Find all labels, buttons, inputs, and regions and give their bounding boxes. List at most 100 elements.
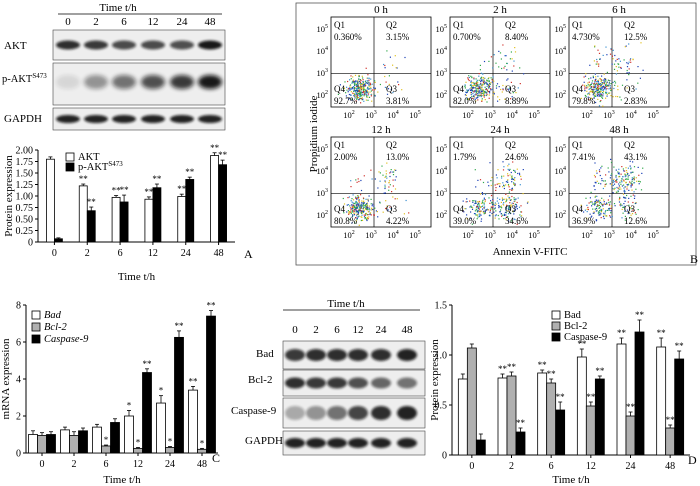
- y-log-tick: 105: [436, 24, 448, 34]
- event-dot: [356, 207, 358, 209]
- event-dot: [598, 82, 600, 84]
- event-dot: [514, 171, 516, 173]
- quadrant-name: Q1: [572, 140, 583, 150]
- event-dot: [477, 88, 479, 90]
- event-dot: [511, 187, 513, 189]
- event-dot: [605, 80, 607, 82]
- blot-band: [56, 75, 80, 89]
- event-dot: [484, 91, 486, 93]
- event-dot: [364, 81, 366, 83]
- event-dot: [610, 83, 612, 85]
- event-dot: [483, 198, 485, 200]
- event-dot: [354, 84, 356, 86]
- tick-exponent: 3: [374, 110, 377, 116]
- event-dot: [595, 195, 597, 197]
- event-dot: [364, 218, 366, 220]
- blot-band: [397, 438, 417, 448]
- event-dot: [513, 197, 515, 199]
- event-dot: [492, 183, 494, 185]
- event-dot: [511, 96, 513, 98]
- event-dot: [470, 75, 472, 77]
- event-dot: [513, 65, 515, 67]
- event-dot: [602, 216, 605, 218]
- event-dot: [368, 207, 370, 209]
- event-dot: [405, 199, 407, 202]
- tick-exponent: 5: [656, 110, 659, 116]
- event-dot: [511, 178, 513, 180]
- event-dot: [352, 214, 354, 216]
- bar-p-akt: [152, 187, 162, 243]
- event-dot: [635, 88, 637, 90]
- event-dot: [605, 203, 607, 205]
- event-dot: [596, 58, 598, 61]
- quadrant-percent-q3: 2.83%: [624, 96, 648, 106]
- event-dot: [513, 183, 515, 185]
- event-dot: [603, 87, 605, 89]
- event-dot: [598, 52, 601, 54]
- event-dot: [603, 79, 605, 81]
- event-dot: [379, 202, 381, 204]
- event-dot: [598, 201, 600, 203]
- event-dot: [590, 216, 592, 218]
- event-dot: [356, 205, 358, 207]
- event-dot: [617, 191, 619, 193]
- event-dot: [597, 201, 599, 203]
- x-log-tick: 105: [409, 110, 421, 120]
- quadrant-percent-q1: 2.00%: [334, 152, 358, 162]
- event-dot: [589, 84, 591, 86]
- quadrant-name: Q3: [624, 84, 635, 94]
- event-dot: [486, 85, 488, 87]
- event-dot: [595, 202, 597, 204]
- event-dot: [515, 92, 517, 94]
- event-dot: [367, 81, 369, 83]
- event-dot: [476, 209, 478, 211]
- event-dot: [623, 203, 625, 205]
- legend-label: Bad: [44, 310, 62, 321]
- event-dot: [604, 211, 606, 213]
- event-dot: [603, 86, 605, 88]
- event-dot: [359, 206, 361, 208]
- event-dot: [384, 192, 386, 194]
- event-dot: [505, 219, 507, 221]
- event-dot: [498, 207, 500, 209]
- event-dot: [475, 86, 477, 88]
- event-dot: [502, 161, 504, 163]
- event-dot: [487, 209, 489, 211]
- time-label: 6: [121, 16, 127, 28]
- event-dot: [595, 89, 598, 91]
- event-dot: [610, 88, 612, 90]
- event-dot: [513, 198, 515, 201]
- event-dot: [591, 88, 593, 91]
- blot-band: [56, 115, 80, 123]
- event-dot: [479, 210, 481, 212]
- event-dot: [635, 177, 637, 179]
- blot-band: [84, 75, 108, 89]
- event-dot: [627, 173, 629, 175]
- event-dot: [602, 187, 604, 190]
- panel-b-frame: [295, 2, 697, 266]
- event-dot: [489, 202, 491, 204]
- event-dot: [595, 95, 597, 97]
- event-dot: [631, 189, 633, 191]
- significance-mark: **: [675, 341, 685, 351]
- event-dot: [603, 180, 605, 182]
- event-dot: [599, 58, 601, 60]
- event-dot: [629, 165, 631, 167]
- bar-caspase-9: [110, 422, 120, 454]
- event-dot: [625, 181, 627, 183]
- event-dot: [623, 179, 625, 181]
- event-dot: [613, 181, 615, 183]
- bar-bcl-2: [165, 447, 175, 454]
- bar-p-akt: [86, 210, 96, 243]
- significance-mark: **: [120, 185, 130, 195]
- event-dot: [505, 193, 507, 195]
- significance-mark: *: [200, 438, 205, 448]
- event-dot: [597, 83, 599, 85]
- event-dot: [492, 203, 495, 205]
- event-dot: [594, 162, 596, 164]
- event-dot: [507, 183, 510, 186]
- event-dot: [602, 54, 604, 56]
- event-dot: [390, 88, 392, 91]
- event-dot: [586, 204, 588, 206]
- quadrant-percent-q2: 43.1%: [624, 152, 648, 162]
